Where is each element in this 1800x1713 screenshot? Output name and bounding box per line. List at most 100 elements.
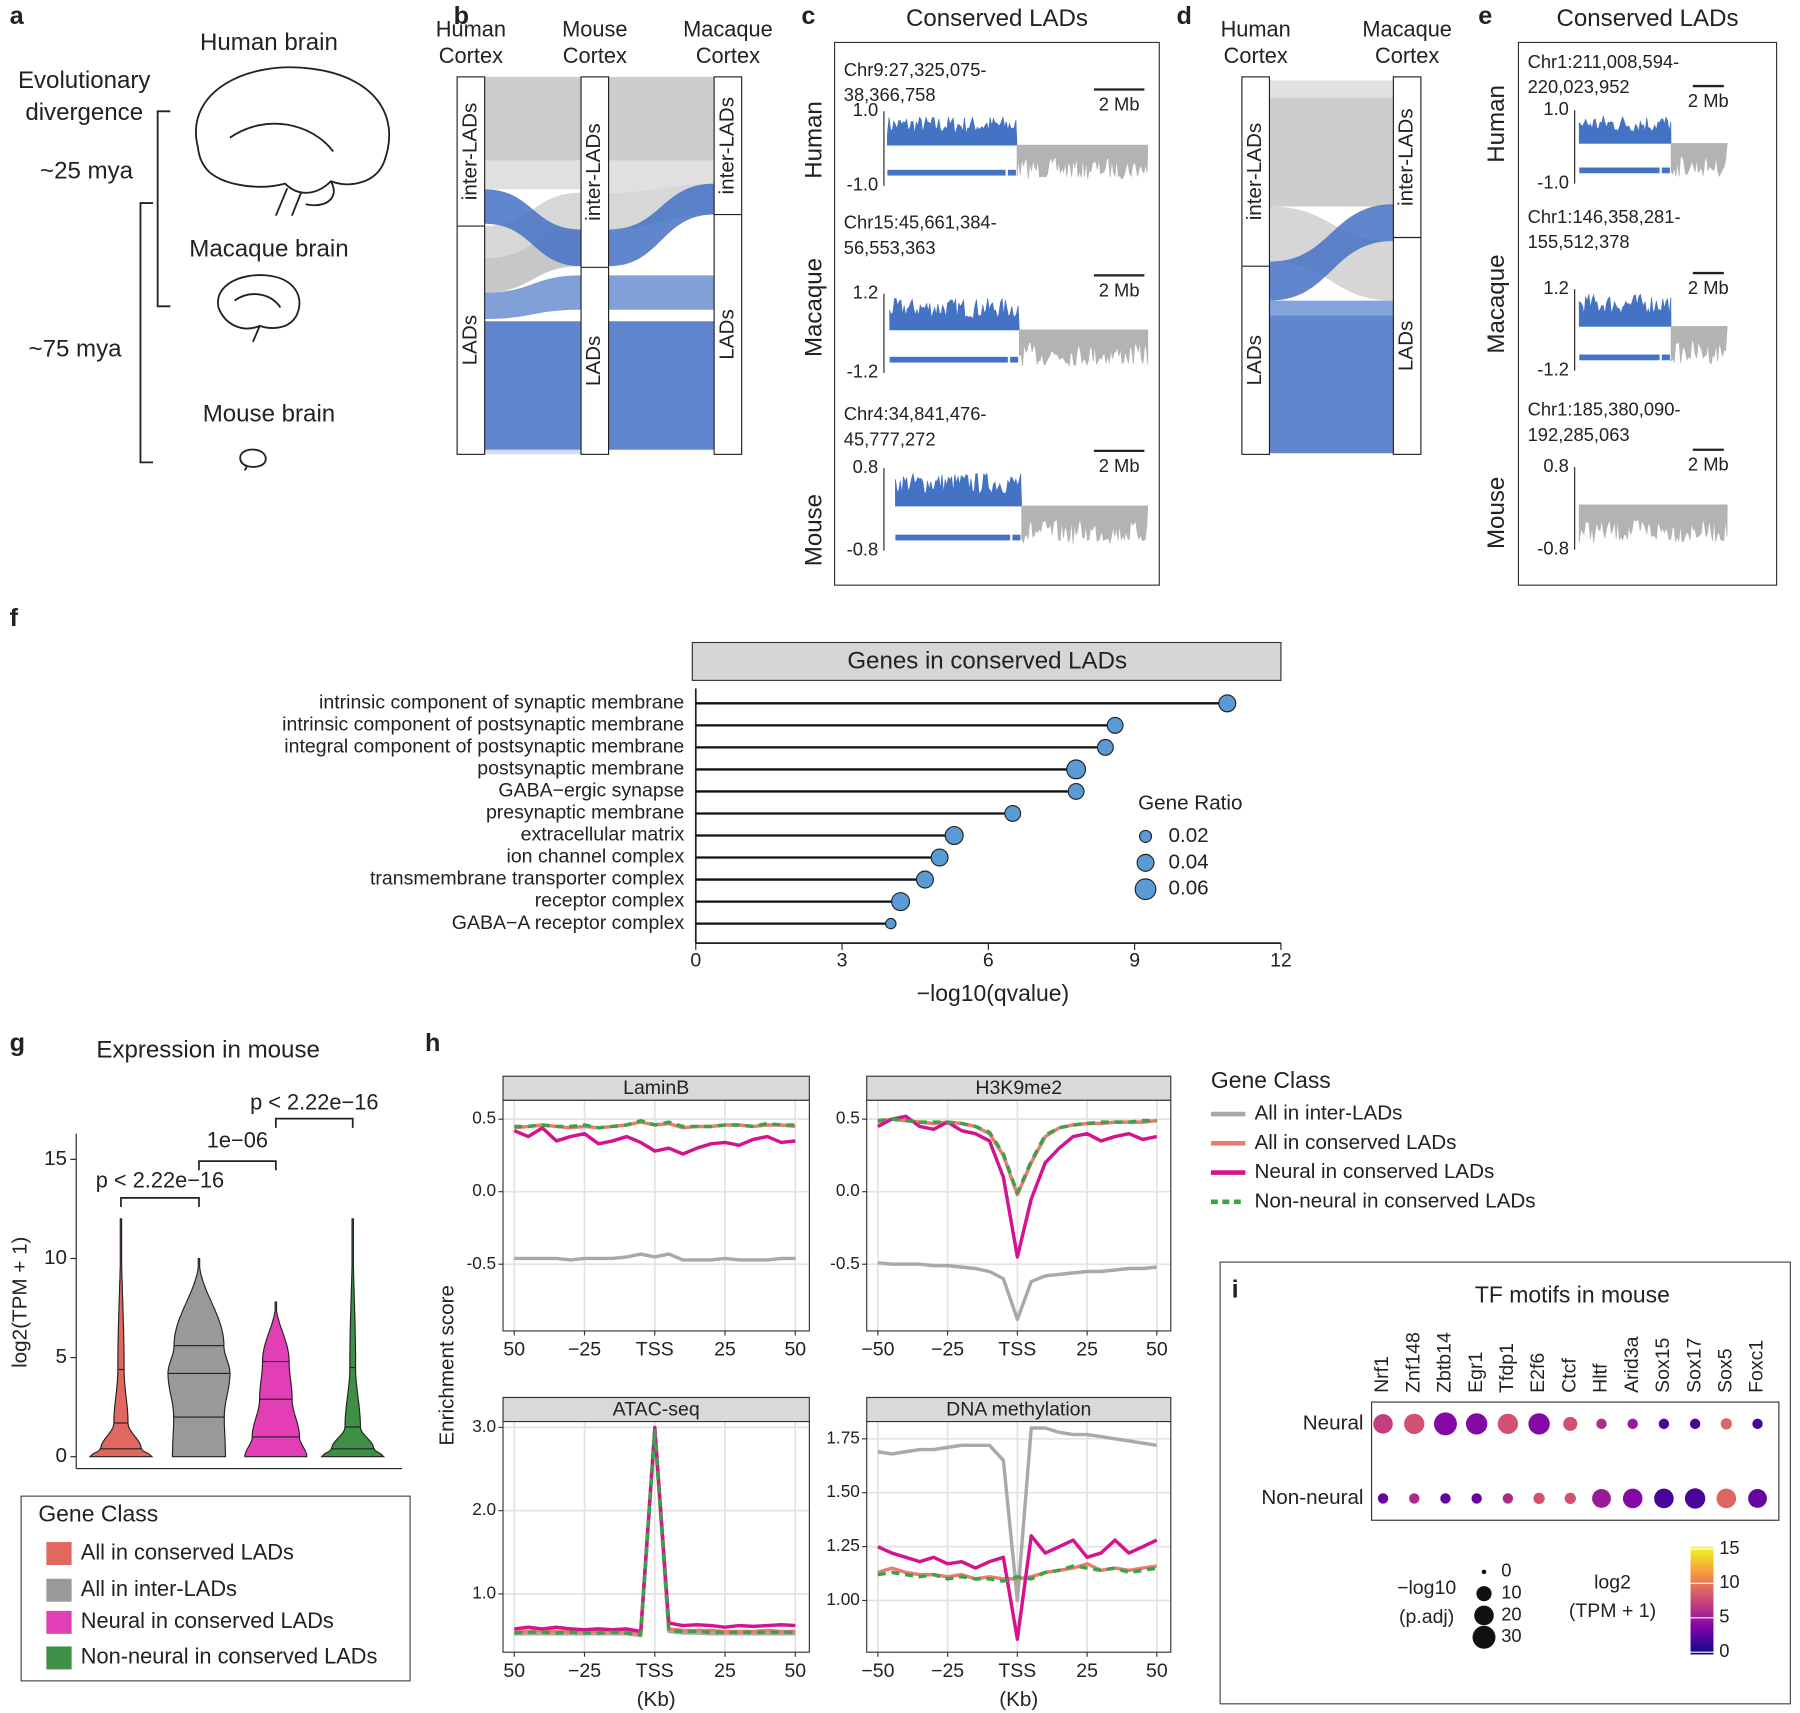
state-label: LADs: [582, 336, 605, 386]
violin: [320, 1218, 386, 1458]
y-tick-label: 0.5: [836, 1108, 860, 1128]
species-label: Human: [1483, 85, 1510, 163]
bracket: [139, 202, 154, 464]
legend-label: All in conserved LADs: [1255, 1131, 1457, 1154]
label: 220,023,952: [1528, 76, 1630, 97]
legend-label: 10: [1501, 1582, 1521, 1603]
signal-track: [1578, 504, 1728, 543]
dot: [1004, 805, 1022, 822]
strip: [502, 1075, 810, 1101]
y-tick-label: -1.0: [1537, 171, 1569, 192]
strip: [502, 1396, 810, 1423]
panel-title: Conserved LADs: [906, 5, 1088, 32]
y-tick-label: 2.0: [472, 1499, 496, 1519]
y-tick-label: 5: [56, 1345, 67, 1368]
species-label: Mouse: [800, 494, 827, 566]
plot-area: [866, 1421, 1171, 1653]
plot-frame: [866, 1099, 1172, 1332]
lad-bar: [1010, 356, 1019, 363]
category-label: Znf148: [1402, 1332, 1424, 1393]
legend-dot: [1136, 853, 1155, 872]
lad-bar: [887, 169, 1006, 176]
y-tick-label: 0.8: [1543, 455, 1569, 476]
plot-area: [866, 1100, 1171, 1331]
species-label: Macaque: [800, 258, 827, 357]
legend-dot: [1481, 1569, 1487, 1575]
scale-label: 2 Mb: [1688, 90, 1729, 111]
lad-bar: [1579, 167, 1660, 174]
category-label: Hltf: [1590, 1363, 1612, 1393]
scale-label: 2 Mb: [1099, 455, 1140, 476]
legend-label: All in conserved LADs: [81, 1539, 294, 1564]
dot: [1377, 1493, 1389, 1504]
panel-title: Conserved LADs: [1556, 5, 1738, 32]
row-label: Non-neural: [1261, 1486, 1363, 1509]
dot: [1720, 1418, 1732, 1430]
y-tick-label: -0.8: [847, 539, 879, 560]
colorbar: [1690, 1546, 1714, 1655]
label: Chr15:45,661,384-: [844, 212, 997, 233]
y-tick-label: 0: [56, 1444, 67, 1467]
species-label: Human brain: [200, 29, 338, 56]
series-line: [514, 1425, 796, 1634]
label: log2: [1594, 1572, 1631, 1594]
dot: [1592, 1489, 1611, 1508]
legend-label: 0.04: [1168, 850, 1208, 873]
plot-frame: [866, 1420, 1172, 1653]
label: Chr4:34,841,476-: [844, 403, 987, 424]
column-label: Human: [1221, 17, 1291, 42]
category-label: Ctcf: [1558, 1358, 1580, 1393]
x-tick-label: 50: [1146, 1660, 1168, 1682]
panel-title: LaminB: [623, 1077, 689, 1099]
column-box: [1392, 76, 1422, 455]
column-label: Cortex: [696, 43, 760, 68]
category-label: extracellular matrix: [521, 824, 685, 846]
dot: [1658, 1418, 1670, 1430]
legend-dot: [1472, 1625, 1496, 1649]
dot: [1440, 1493, 1451, 1504]
track-frame: [834, 41, 1160, 586]
species-label: Mouse: [1483, 477, 1510, 549]
category-label: Sox5: [1714, 1348, 1736, 1393]
y-tick-label: 1.0: [1543, 98, 1569, 119]
legend-dot: [1138, 829, 1153, 843]
plot-frame: [502, 1420, 810, 1653]
x-tick-label: 25: [1076, 1339, 1098, 1361]
category-label: transmembrane transporter complex: [370, 868, 685, 890]
column-label: Human: [436, 17, 506, 42]
x-tick-label: −25: [568, 1660, 601, 1682]
panel-label: a: [10, 2, 25, 30]
label: Chr1:211,008,594-: [1528, 51, 1680, 72]
lad-bar: [1579, 354, 1660, 361]
label: 38,366,758: [844, 84, 936, 105]
panel-title: DNA methylation: [946, 1398, 1091, 1420]
category-label: Sox17: [1683, 1338, 1705, 1393]
annotation: 1e−06: [207, 1127, 268, 1152]
colorbar-label: 5: [1719, 1606, 1729, 1627]
flow-band: [1269, 204, 1394, 301]
state-label: inter-LADs: [458, 103, 481, 200]
flow-band: [608, 183, 715, 267]
label: 45,777,272: [844, 428, 936, 449]
axis-label: (Kb): [999, 1688, 1038, 1711]
label: ~75 mya: [29, 335, 123, 362]
flow-band: [608, 321, 715, 450]
dot: [1528, 1413, 1550, 1435]
legend-label: 0.06: [1168, 877, 1208, 900]
strip: [866, 1075, 1172, 1101]
dot: [1066, 759, 1087, 780]
comparison-bracket: [120, 1196, 200, 1208]
panel-label: b: [454, 2, 469, 30]
species-label: Mouse brain: [203, 401, 336, 428]
y-tick-label: 1.0: [472, 1582, 496, 1602]
label: 56,553,363: [844, 237, 936, 258]
column-label: Cortex: [1375, 43, 1439, 68]
state-label: LADs: [715, 309, 738, 359]
panel-label: e: [1478, 2, 1492, 30]
panel-title: ATAC-seq: [613, 1398, 700, 1420]
legend-label: All in inter-LADs: [1255, 1102, 1403, 1125]
dot: [1096, 738, 1114, 756]
flow-band: [1269, 97, 1394, 207]
flow-band: [1269, 300, 1394, 316]
category-label: presynaptic membrane: [486, 802, 684, 824]
